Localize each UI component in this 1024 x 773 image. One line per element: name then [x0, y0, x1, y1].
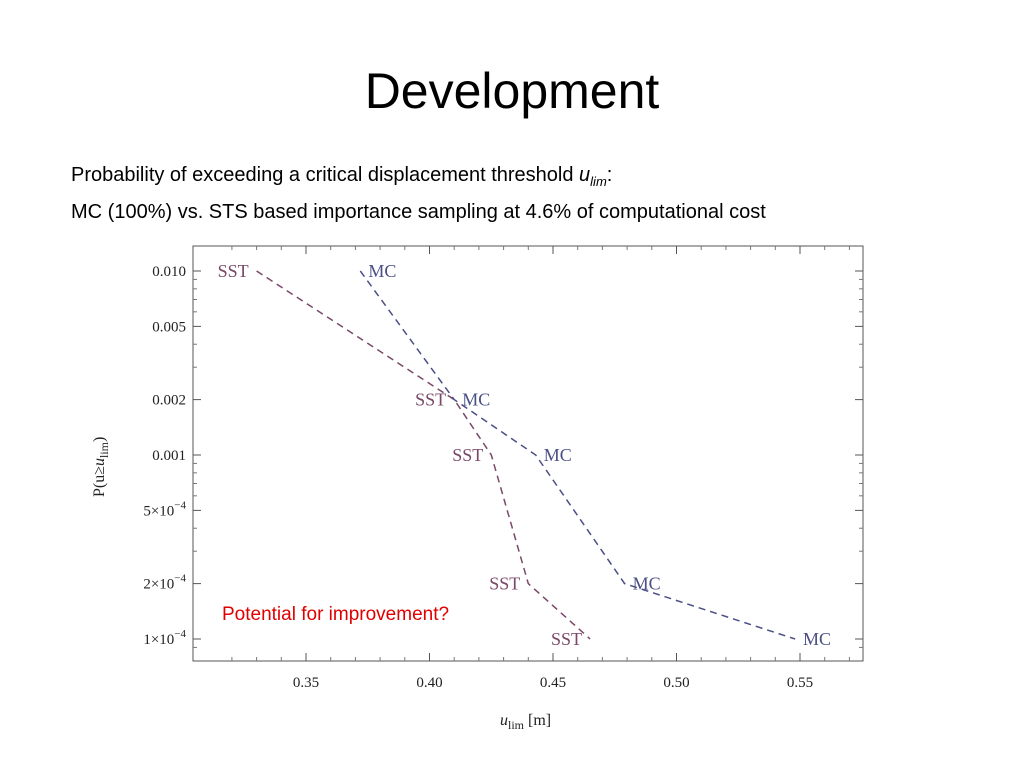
- x-axis-ticks: 0.35 0.40 0.45 0.50 0.55: [231, 246, 850, 691]
- slide-title: Development: [364, 63, 660, 119]
- y-tick-label: 0.001: [152, 448, 186, 464]
- mc-point-label: MC: [544, 445, 572, 465]
- subtitle-line-1-text: Probability of exceeding a critical disp…: [71, 164, 580, 186]
- subtitle-line-2: MC (100%) vs. STS based importance sampl…: [71, 201, 766, 223]
- y-tick-label: 0.002: [152, 393, 186, 409]
- subtitle-var: u: [579, 164, 591, 186]
- y-tick-label: 1×10−4: [143, 628, 186, 648]
- x-tick-label: 0.55: [787, 675, 813, 691]
- series-labels: SST SST SST SST SST MC MC MC MC MC: [218, 261, 832, 649]
- y-tick-label: 0.005: [152, 319, 186, 335]
- x-tick-label: 0.40: [416, 675, 442, 691]
- x-tick-label: 0.35: [293, 675, 319, 691]
- mc-point-label: MC: [368, 261, 396, 281]
- y-tick-label: 0.010: [152, 264, 186, 280]
- x-axis-label: ulim [m]: [500, 712, 551, 732]
- sst-point-label: SST: [452, 445, 483, 465]
- sst-series-line: [256, 270, 591, 640]
- sst-point-label: SST: [218, 261, 249, 281]
- mc-point-label: MC: [803, 629, 831, 649]
- sst-point-label: SST: [415, 390, 446, 410]
- y-tick-label: 2×10−4: [143, 573, 186, 593]
- slide-subtitle: Probability of exceeding a critical disp…: [71, 160, 766, 228]
- y-tick-label: 5×10−4: [143, 499, 186, 519]
- subtitle-colon: :: [606, 164, 613, 186]
- mc-point-label: MC: [633, 574, 661, 594]
- y-axis-label: P(u≥ulim): [91, 437, 111, 497]
- x-tick-label: 0.45: [540, 675, 566, 691]
- mc-point-label: MC: [462, 390, 490, 410]
- subtitle-line-1: Probability of exceeding a critical disp…: [71, 160, 766, 197]
- sst-point-label: SST: [489, 574, 520, 594]
- subtitle-var-sub: lim: [590, 174, 607, 189]
- y-axis-ticks: 0.010 0.005 0.002 0.001 5×10−4 2×10−4 1×10−4: [143, 264, 863, 648]
- mc-series-line: [359, 270, 796, 640]
- series-lines: [256, 270, 796, 640]
- plot-frame: [192, 245, 864, 662]
- sst-point-label: SST: [551, 629, 582, 649]
- annotation-text: Potential for improvement?: [222, 604, 449, 625]
- x-tick-label: 0.50: [663, 675, 689, 691]
